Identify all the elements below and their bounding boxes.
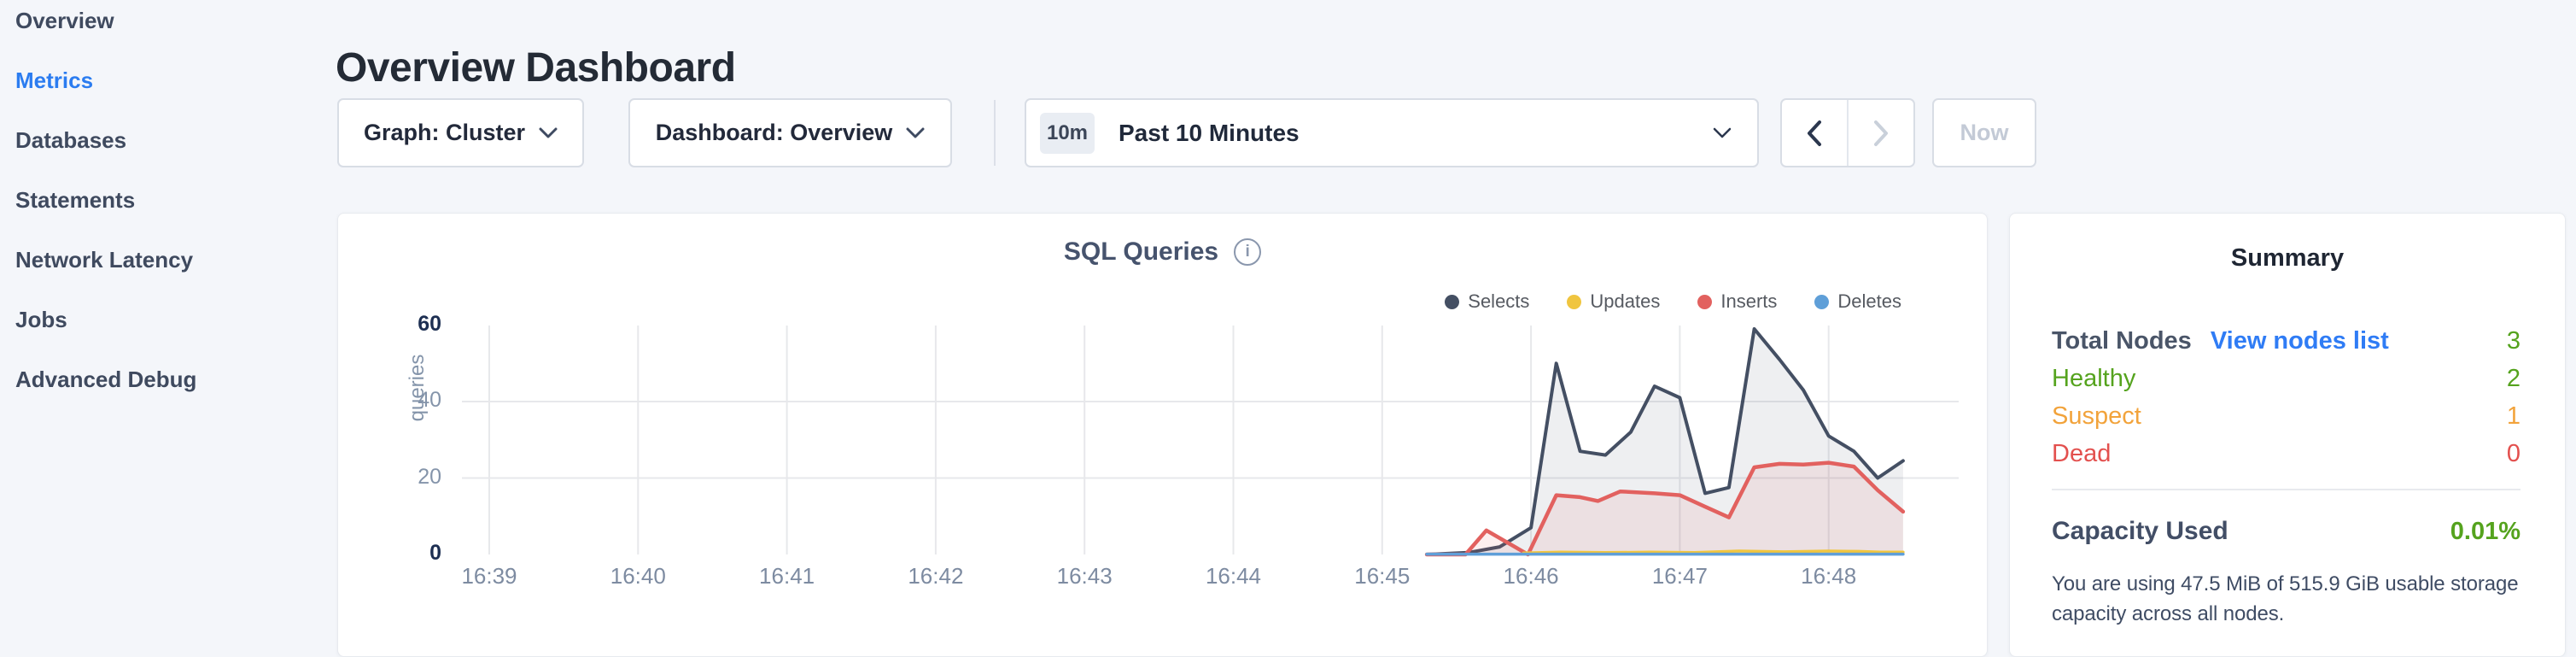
chevron-down-icon <box>539 127 558 139</box>
x-tick-label: 16:42 <box>908 563 964 589</box>
chevron-left-icon <box>1808 120 1821 146</box>
summary-row-value: 0 <box>2506 439 2521 467</box>
legend-item-selects: Selects <box>1445 290 1529 313</box>
series-selects-line <box>1425 327 1905 556</box>
summary-row-value: 2 <box>2506 364 2521 392</box>
time-range-badge: 10m <box>1040 112 1095 154</box>
y-tick-label: 40 <box>418 388 441 412</box>
summary-title: Summary <box>2230 244 2345 272</box>
legend-item-updates: Updates <box>1567 290 1660 313</box>
sidebar-item-jobs[interactable]: Jobs <box>15 306 67 332</box>
time-range-label: Past 10 Minutes <box>1119 119 1300 146</box>
time-prev-button[interactable] <box>1782 100 1847 166</box>
sidebar-item-statements[interactable]: Statements <box>15 186 136 213</box>
legend-label: Selects <box>1468 290 1530 312</box>
capacity-description: You are using 47.5 MiB of 515.9 GiB usab… <box>2052 572 2519 625</box>
sidebar-item-databases[interactable]: Databases <box>15 126 127 153</box>
legend-label: Inserts <box>1720 290 1778 312</box>
time-range-picker[interactable]: 10m Past 10 Minutes <box>1025 98 1759 167</box>
x-tick-label: 16:46 <box>1503 563 1559 589</box>
y-tick-label: 20 <box>418 464 441 489</box>
series-updates-line <box>1522 549 1905 554</box>
legend-item-inserts: Inserts <box>1697 290 1777 313</box>
chart-card: SQL Queries i Selects Updates Inserts Delet… <box>337 213 1988 657</box>
capacity-label: Capacity Used <box>2052 517 2228 545</box>
x-tick-label: 16:43 <box>1056 563 1113 589</box>
legend-label: Deletes <box>1837 290 1901 312</box>
chevron-down-icon <box>1713 127 1732 139</box>
summary-rows: Total Nodes View nodes list 3 Healthy 2 Suspe… <box>2052 322 2521 472</box>
selects-legend-dot <box>1445 294 1460 309</box>
summary-row-label: Dead <box>2052 439 2112 467</box>
summary-row-suspect: Suspect 1 <box>2052 397 2521 435</box>
inserts-legend-dot <box>1697 294 1713 309</box>
view-nodes-list-link[interactable]: View nodes list <box>2210 326 2389 355</box>
sidebar-item-overview[interactable]: Overview <box>15 7 114 33</box>
capacity-row: Capacity Used 0.01% <box>2052 514 2521 548</box>
deletes-legend-dot <box>1814 294 1830 309</box>
controls-divider <box>994 100 996 166</box>
x-tick-label: 16:39 <box>461 563 517 589</box>
summary-row-total-nodes: Total Nodes View nodes list 3 <box>2052 322 2521 360</box>
series-selects-area <box>1427 329 1903 554</box>
summary-row-label: Suspect <box>2052 402 2141 430</box>
x-tick-label: 16:47 <box>1651 563 1708 589</box>
summary-row-dead: Dead 0 <box>2052 435 2521 472</box>
chevron-down-icon <box>906 127 925 139</box>
summary-row-label: Total Nodes <box>2052 326 2192 355</box>
y-axis-title: queries <box>406 354 429 422</box>
sidebar: Overview Metrics Databases Statements Networ… <box>0 0 337 624</box>
x-tick-label: 16:44 <box>1205 563 1262 589</box>
updates-legend-dot <box>1567 294 1582 309</box>
summary-divider <box>2052 489 2521 490</box>
legend-item-deletes: Deletes <box>1814 290 1901 313</box>
now-button[interactable]: Now <box>1932 98 2036 167</box>
x-tick-label: 16:40 <box>610 563 666 589</box>
summary-row-value: 3 <box>2506 326 2521 355</box>
chart-plot <box>462 326 1959 557</box>
legend-label: Updates <box>1590 290 1661 312</box>
x-tick-label: 16:48 <box>1801 563 1857 589</box>
summary-row-label: Healthy <box>2052 364 2136 392</box>
chevron-right-icon <box>1874 120 1888 146</box>
chart-header: SQL Queries i <box>338 238 1987 267</box>
capacity-value: 0.01% <box>2450 517 2521 545</box>
x-tick-label: 16:41 <box>759 563 815 589</box>
graph-dropdown-label: Graph: Cluster <box>363 120 526 145</box>
series-inserts-area <box>1427 462 1903 554</box>
sidebar-item-advanced-debug[interactable]: Advanced Debug <box>15 366 197 392</box>
y-tick-label: 60 <box>418 311 441 336</box>
summary-row-value: 1 <box>2506 402 2521 430</box>
sidebar-item-network-latency[interactable]: Network Latency <box>15 246 194 273</box>
y-tick-label: 0 <box>429 541 441 565</box>
time-arrow-group <box>1780 98 1915 167</box>
page-title: Overview Dashboard <box>336 45 736 91</box>
graph-dropdown[interactable]: Graph: Cluster <box>337 98 584 167</box>
time-next-button[interactable] <box>1847 100 1913 166</box>
chart-legend: Selects Updates Inserts Deletes <box>1445 290 1901 313</box>
info-icon[interactable]: i <box>1234 238 1262 266</box>
summary-row-healthy: Healthy 2 <box>2052 360 2521 397</box>
summary-card: Summary Total Nodes View nodes list 3 Healt… <box>2009 213 2566 657</box>
dashboard-dropdown[interactable]: Dashboard: Overview <box>628 98 952 167</box>
x-tick-label: 16:45 <box>1354 563 1411 589</box>
dashboard-dropdown-label: Dashboard: Overview <box>655 120 893 145</box>
chart-title: SQL Queries <box>1063 238 1219 266</box>
sidebar-item-metrics[interactable]: Metrics <box>15 67 94 93</box>
